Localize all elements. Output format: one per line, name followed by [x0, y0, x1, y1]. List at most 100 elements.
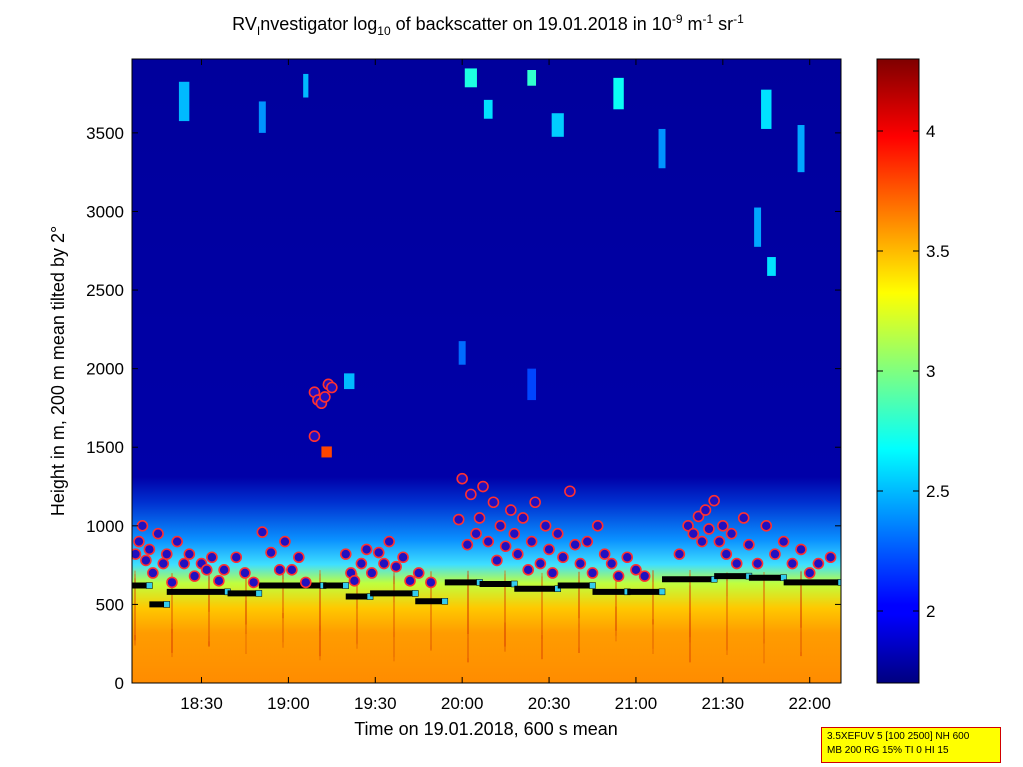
- cloud-base-point: [133, 535, 145, 548]
- x-axis: 18:30 19:00 19:30 20:00 20:30 21:00 21:30 22:00: [180, 59, 831, 713]
- y-axis-label: Height in m, 200 m mean tilted by 2°: [48, 226, 68, 516]
- cloud-base-point: [621, 551, 634, 564]
- cloud-base-point: [699, 504, 712, 516]
- x-tick-label: 18:30: [180, 694, 223, 713]
- cloud-base-point: [286, 564, 298, 576]
- cloud-base-point: [152, 527, 164, 540]
- cloud-base-point: [366, 567, 378, 579]
- cloud-base-point: [188, 570, 201, 582]
- cloud-base-point: [638, 570, 651, 582]
- cloud-base-point: [487, 496, 500, 509]
- cloud-patch: [321, 446, 332, 458]
- x-tick-label: 21:30: [702, 694, 745, 713]
- cloud-base-point: [372, 546, 385, 559]
- cloud-base-point: [703, 523, 715, 535]
- cloud-base-series: [132, 378, 837, 589]
- cloud-base-point: [452, 513, 465, 526]
- cloud-base-point: [522, 564, 535, 576]
- cloud-base-point: [456, 472, 468, 485]
- cloud-base-point: [247, 576, 260, 589]
- boundary-layer-marker: [146, 582, 153, 589]
- colorbar-ticks: 2 2.5 3 3.5 4: [877, 122, 950, 621]
- cloud-patch: [527, 368, 537, 401]
- y-tick-label: 3000: [86, 202, 124, 221]
- cloud-patches: [178, 68, 805, 458]
- cloud-patch: [551, 113, 564, 137]
- cloud-base-point: [326, 381, 338, 394]
- y-tick-label: 1000: [86, 517, 124, 536]
- cloud-base-point: [279, 535, 291, 548]
- cloud-base-point: [383, 535, 395, 548]
- cloud-base-point: [206, 551, 218, 564]
- x-tick-label: 19:00: [267, 694, 310, 713]
- cloud-base-point: [412, 567, 425, 579]
- cloud-base-point: [465, 488, 477, 501]
- cloud-base-point: [265, 546, 277, 559]
- boundary-layer-marker: [441, 598, 449, 605]
- cloud-base-point: [696, 535, 708, 548]
- cloud-base-point: [692, 510, 705, 523]
- x-tick-label: 20:30: [528, 694, 571, 713]
- y-tick-label: 2500: [86, 281, 124, 300]
- cloud-base-point: [543, 543, 555, 556]
- cloud-base-point: [378, 557, 390, 570]
- cloud-base-point: [777, 535, 790, 548]
- cloud-base-point: [140, 554, 152, 567]
- cloud-base-point: [256, 526, 269, 538]
- y-tick-label: 500: [96, 595, 124, 614]
- boundary-layer-marker: [412, 590, 419, 597]
- cloud-base-point: [183, 548, 196, 560]
- plot-area: [132, 59, 841, 683]
- cloud-base-point: [720, 548, 733, 560]
- cloud-base-point: [812, 557, 825, 570]
- cloud-base-point: [143, 543, 156, 556]
- cloud-patch: [754, 207, 762, 247]
- cloud-base-point: [574, 557, 587, 570]
- cloud-base-point: [339, 548, 352, 560]
- cloud-base-point: [404, 575, 416, 587]
- cloud-patch: [613, 77, 624, 110]
- cloud-patch: [527, 70, 537, 86]
- cloud-base-point: [824, 551, 837, 564]
- cloud-patch: [767, 257, 776, 276]
- y-tick-label: 1500: [86, 438, 124, 457]
- cloud-base-point: [355, 557, 368, 570]
- cloud-base-point: [687, 527, 700, 540]
- y-tick-label: 3500: [86, 124, 124, 143]
- cloud-base-point: [157, 557, 170, 570]
- x-tick-label: 20:00: [441, 694, 484, 713]
- cloud-base-point: [525, 535, 538, 548]
- cloud-base-point: [511, 548, 524, 560]
- cloud-patch: [344, 373, 355, 390]
- cloud-base-point: [591, 520, 604, 532]
- cloud-base-point: [737, 512, 750, 524]
- cloud-base-point: [160, 548, 173, 560]
- cloud-base-point: [743, 538, 755, 551]
- cloud-base-point: [551, 527, 564, 540]
- cloud-base-point: [166, 576, 178, 589]
- cloud-patch: [303, 73, 309, 98]
- cloud-base-point: [586, 567, 599, 579]
- cloud-base-point: [795, 543, 807, 556]
- cloud-patch: [258, 101, 266, 133]
- cloud-base-point: [499, 540, 512, 553]
- boundary-layer-marker: [837, 579, 841, 586]
- x-tick-label: 19:30: [354, 694, 397, 713]
- cloud-patch: [483, 99, 493, 119]
- cloud-base-point: [319, 391, 331, 403]
- cloud-base-point: [461, 538, 474, 551]
- cloud-base-point: [673, 548, 686, 560]
- cloud-base-point: [132, 548, 142, 560]
- cloud-patch: [178, 81, 190, 122]
- cloud-base-point: [598, 548, 611, 560]
- cloud-base-point: [505, 504, 517, 516]
- boundary-layer-marker: [163, 601, 171, 608]
- colorbar-tick-label: 4: [926, 122, 935, 141]
- cloud-base-point: [725, 527, 738, 540]
- cloud-base-point: [569, 538, 581, 551]
- cloud-base-point: [200, 564, 213, 576]
- cloud-base-point: [425, 576, 437, 589]
- x-tick-label: 22:00: [788, 694, 831, 713]
- cloud-base-point: [803, 567, 816, 579]
